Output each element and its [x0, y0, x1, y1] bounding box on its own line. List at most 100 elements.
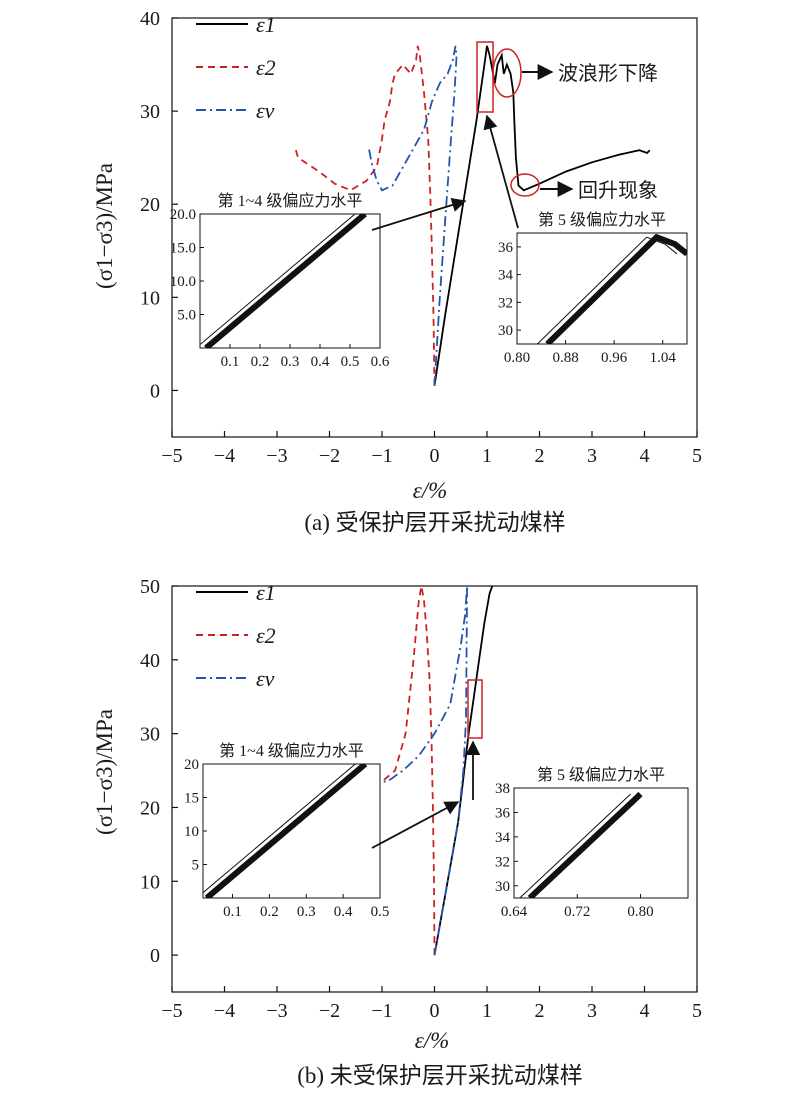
inset-curve-envelope	[200, 214, 356, 346]
inset-x-tick-label: 0.1	[221, 354, 240, 370]
panel-b-inset-2: 第 5 级偏应力水平 0.64 0.72 0.80 30 32 34 36 38	[495, 765, 689, 920]
panel-a-rebound-circle	[510, 173, 540, 197]
legend-label-3: εv	[256, 666, 275, 691]
legend-label-2: ε2	[256, 55, 276, 80]
inset-x-tick-label: 0.5	[371, 904, 390, 920]
inset-x-tick-label: 0.80	[627, 904, 653, 920]
y-tick-label: 40	[140, 650, 160, 672]
panel-a-wave-circle	[492, 48, 522, 98]
y-tick-label: 40	[140, 8, 160, 30]
panel-b-y-axis-label: (σ1−σ3)/MPa	[92, 709, 117, 835]
x-tick-label: −4	[214, 1000, 235, 1022]
panel-a-inset-1: 第 1~4 级偏应力水平 0.1 0.2 0.3 0.4 0.5 0.6 5.0 10.0 15.…	[170, 191, 390, 370]
inset-x-tick-label: 1.04	[650, 350, 677, 366]
inset-frame	[513, 787, 689, 899]
inset-x-tick-label: 0.2	[260, 904, 279, 920]
inset-curves	[200, 214, 367, 348]
panel-a-y-axis-label: (σ1−σ3)/MPa	[92, 163, 117, 289]
panel-b-inset-1: 第 1~4 级偏应力水平 0.1 0.2 0.3 0.4 0.5 5 10 15 20	[184, 741, 389, 920]
x-tick-label: 2	[535, 1000, 545, 1022]
inset-curve-envelope	[203, 764, 356, 894]
x-tick-label: 5	[692, 445, 702, 467]
inset-curve-band	[545, 233, 687, 344]
y-tick-label: 0	[150, 380, 160, 402]
y-tick-label: 10	[140, 287, 160, 309]
legend-label-2: ε2	[256, 623, 276, 648]
series-line-2	[381, 585, 436, 956]
x-tick-label: 3	[587, 1000, 597, 1022]
series-line-3	[379, 585, 468, 956]
x-tick-label: 5	[692, 1000, 702, 1022]
inset-title: 第 1~4 级偏应力水平	[219, 741, 364, 760]
inset-title: 第 5 级偏应力水平	[537, 765, 665, 784]
panel-b-legend: ε1 ε2 εv	[196, 580, 276, 691]
inset-y-tick-label: 5.0	[177, 308, 196, 324]
inset-x-tick-label: 0.64	[501, 904, 528, 920]
panel-b-x-axis-label: ε/%	[415, 1028, 450, 1053]
series-line-2	[294, 45, 436, 386]
panel-a-inset1-arrow	[371, 197, 467, 231]
inset-x-tick-label: 0.72	[564, 904, 590, 920]
y-tick-label: 20	[140, 194, 160, 216]
y-tick-label: 0	[150, 945, 160, 967]
inset-x-tick-label: 0.80	[504, 350, 530, 366]
inset-y-tick-label: 30	[498, 323, 513, 339]
inset-curves	[203, 764, 368, 898]
inset-title: 第 5 级偏应力水平	[538, 210, 666, 229]
inset-curves	[537, 233, 687, 344]
inset-y-tick-label: 36	[498, 240, 514, 256]
inset-y-tick-label: 32	[498, 295, 513, 311]
inset-curve-envelope	[519, 793, 631, 898]
inset-y-tick-label: 20	[184, 757, 199, 773]
panel-a-caption: (a) 受保护层开采扰动煤样	[304, 510, 565, 535]
inset-x-tick-label: 0.88	[552, 350, 578, 366]
y-tick-label: 20	[140, 797, 160, 819]
inset-curve-band	[527, 791, 643, 898]
inset-y-tick-label: 5	[192, 858, 200, 874]
x-tick-label: 0	[430, 445, 440, 467]
x-tick-label: −2	[319, 1000, 340, 1022]
series-line-3	[368, 45, 458, 386]
inset-x-tick-label: 0.96	[601, 350, 628, 366]
inset-curve-band	[204, 214, 367, 348]
inset-y-tick-label: 34	[498, 268, 514, 284]
legend-label-1: ε1	[256, 580, 276, 605]
inset-y-tick-label: 34	[495, 830, 511, 846]
inset-y-tick-label: 15.0	[170, 241, 196, 257]
panel-b-highlight-box	[467, 679, 483, 739]
panel-a-rebound-annotation: 回升现象	[578, 179, 658, 202]
inset-x-tick-label: 0.4	[334, 904, 353, 920]
x-tick-label: 1	[482, 1000, 492, 1022]
inset-x-tick-label: 0.4	[311, 354, 330, 370]
inset-curves	[519, 791, 643, 898]
x-tick-label: −5	[161, 445, 182, 467]
inset-curve-band	[204, 764, 368, 898]
panel-a-wave-annotation: 波浪形下降	[558, 62, 658, 85]
inset-x-tick-label: 0.5	[341, 354, 360, 370]
y-tick-label: 30	[140, 724, 160, 746]
inset-x-tick-label: 0.3	[281, 354, 300, 370]
inset-curve-envelope	[537, 236, 678, 344]
inset-y-tick-label: 20.0	[170, 207, 196, 223]
inset-title: 第 1~4 级偏应力水平	[218, 191, 363, 210]
inset-y-tick-label: 36	[495, 805, 511, 821]
x-tick-label: 4	[640, 1000, 650, 1022]
inset-x-tick-label: 0.6	[371, 354, 390, 370]
x-tick-label: −5	[161, 1000, 182, 1022]
inset-x-tick-label: 0.1	[223, 904, 242, 920]
x-tick-label: −2	[319, 445, 340, 467]
x-tick-label: 3	[587, 445, 597, 467]
inset-y-tick-label: 10.0	[170, 274, 196, 290]
panel-b-inset1-arrow	[371, 801, 460, 849]
x-tick-label: 4	[640, 445, 650, 467]
legend-label-3: εv	[256, 98, 275, 123]
panel-a-x-axis-label: ε/%	[413, 478, 448, 503]
series-line-1	[433, 45, 651, 386]
inset-x-tick-label: 0.2	[251, 354, 270, 370]
panel-a-inset-2: 第 5 级偏应力水平 0.80 0.88 0.96 1.04 30 32 34 36	[498, 210, 688, 366]
inset-y-tick-label: 32	[495, 854, 510, 870]
